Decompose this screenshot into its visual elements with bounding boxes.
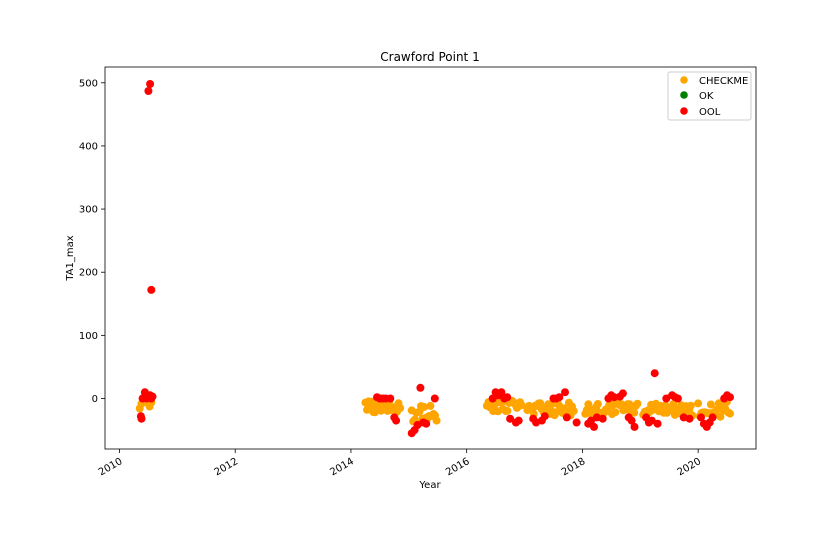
ool-point [146, 80, 155, 88]
y-tick-label: 400 [79, 141, 98, 152]
ool-point [144, 87, 153, 95]
legend-label-ok: OK [699, 91, 714, 102]
ool-point [653, 419, 662, 428]
ool-point [416, 383, 425, 392]
ool-point [627, 416, 636, 425]
checkme-point [432, 416, 441, 425]
checkme-point [694, 399, 703, 408]
ool-point [422, 419, 431, 428]
y-tick-label: 100 [79, 331, 98, 342]
ool-point [618, 389, 627, 398]
y-tick-label: 0 [92, 394, 98, 405]
ool-point [386, 394, 395, 403]
ool-point [555, 393, 564, 402]
checkme-point [503, 406, 512, 415]
ool-point [590, 422, 598, 431]
ool-point-layer [136, 80, 734, 438]
ool-point [650, 369, 659, 378]
checkme-point [420, 403, 429, 411]
legend-label-ool: OOL [699, 107, 721, 118]
legend-marker-ok [680, 91, 688, 99]
checkme-point [630, 408, 639, 417]
checkme-point [611, 408, 620, 417]
y-tick-label: 200 [79, 268, 98, 279]
ool-point [392, 416, 401, 425]
checkme-point [377, 406, 386, 415]
ool-point [506, 414, 515, 423]
ool-point [497, 388, 506, 397]
checkme-point [569, 407, 578, 416]
ool-point [598, 414, 607, 423]
ool-point [697, 413, 705, 422]
y-tick-label: 500 [79, 78, 98, 89]
ool-point [610, 393, 619, 402]
checkme-point [396, 404, 405, 413]
ool-point [503, 393, 512, 402]
ool-point [136, 412, 145, 421]
ool-point [572, 418, 581, 427]
ool-point [630, 422, 639, 431]
checkme-point [633, 399, 642, 408]
y-axis: 0 100 200 300 400 500 [79, 78, 105, 405]
checkme-point [584, 400, 593, 409]
chart-title: Crawford Point 1 [380, 50, 479, 64]
ool-point [147, 285, 156, 294]
ool-point [685, 414, 694, 423]
checkme-point [593, 400, 602, 408]
ool-point [514, 416, 523, 425]
ool-point [540, 412, 549, 421]
checkme-point [426, 401, 435, 410]
y-axis-title: TA1_max [65, 235, 76, 281]
legend-label-checkme: CHECKME [699, 76, 748, 87]
legend-marker-ool [680, 107, 688, 115]
checkme-point [726, 409, 734, 418]
ool-point [562, 413, 571, 422]
ool-point [673, 394, 682, 403]
y-tick-label: 300 [79, 205, 98, 216]
checkme-point [716, 412, 725, 421]
legend-marker-checkme [680, 76, 688, 84]
plot-frame [104, 66, 757, 450]
checkme-point [517, 401, 526, 410]
checkme-point [686, 401, 695, 410]
legend-box [667, 71, 752, 121]
ool-point [708, 413, 717, 422]
x-axis-title: Year [418, 480, 441, 491]
ool-point [430, 394, 439, 403]
checkme-point [706, 400, 715, 409]
legend: CHECKME OK OOL [667, 71, 752, 121]
ool-point [561, 388, 569, 397]
ool-point [148, 392, 157, 401]
ool-point [726, 393, 734, 402]
checkme-point [367, 397, 376, 406]
